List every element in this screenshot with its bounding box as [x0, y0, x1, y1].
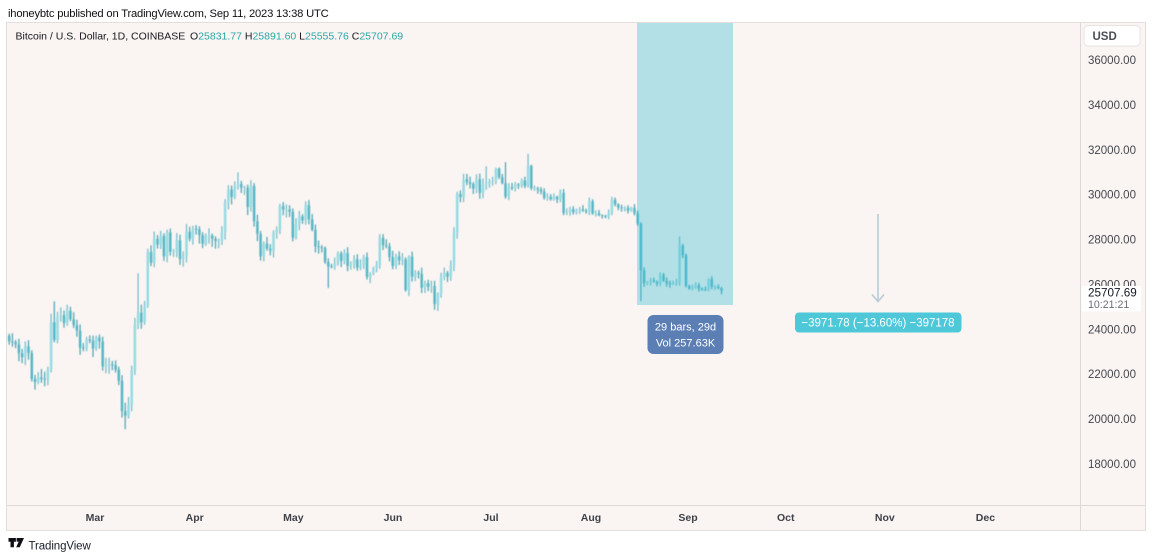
svg-text:29 bars, 29d: 29 bars, 29d [655, 322, 716, 334]
svg-text:34000.00: 34000.00 [1088, 100, 1136, 112]
svg-text:May: May [283, 512, 304, 524]
svg-text:32000.00: 32000.00 [1088, 145, 1136, 157]
svg-text:TradingView: TradingView [29, 541, 92, 553]
svg-text:20000.00: 20000.00 [1088, 414, 1136, 426]
svg-text:30000.00: 30000.00 [1088, 190, 1136, 202]
svg-text:Sep: Sep [678, 512, 697, 524]
svg-text:USD: USD [1093, 31, 1117, 43]
svg-text:Oct: Oct [777, 512, 795, 524]
svg-text:Aug: Aug [581, 512, 601, 524]
svg-text:Jun: Jun [384, 512, 403, 524]
svg-text:Nov: Nov [875, 512, 895, 524]
svg-text:24000.00: 24000.00 [1088, 324, 1136, 336]
svg-text:Mar: Mar [86, 512, 105, 524]
svg-text:−3971.78 (−13.60%) −397178: −3971.78 (−13.60%) −397178 [801, 318, 954, 330]
svg-text:Apr: Apr [186, 512, 204, 524]
svg-text:ihoneybtc published on Trading: ihoneybtc published on TradingView.com, … [8, 8, 329, 20]
svg-text:36000.00: 36000.00 [1088, 55, 1136, 67]
svg-text:Vol 257.63K: Vol 257.63K [656, 338, 716, 350]
svg-text:22000.00: 22000.00 [1088, 369, 1136, 381]
svg-text:28000.00: 28000.00 [1088, 235, 1136, 247]
svg-text:25707.69: 25707.69 [1088, 287, 1137, 300]
svg-text:18000.00: 18000.00 [1088, 459, 1136, 471]
svg-text:Dec: Dec [976, 512, 995, 524]
svg-text:O25831.77 H25891.60 L25555.76: O25831.77 H25891.60 L25555.76 C25707.69 [190, 31, 403, 43]
svg-text:Bitcoin / U.S. Dollar, 1D, COI: Bitcoin / U.S. Dollar, 1D, COINBASE [16, 31, 186, 43]
svg-text:Jul: Jul [483, 512, 498, 524]
svg-text:10:21:21: 10:21:21 [1088, 299, 1129, 311]
